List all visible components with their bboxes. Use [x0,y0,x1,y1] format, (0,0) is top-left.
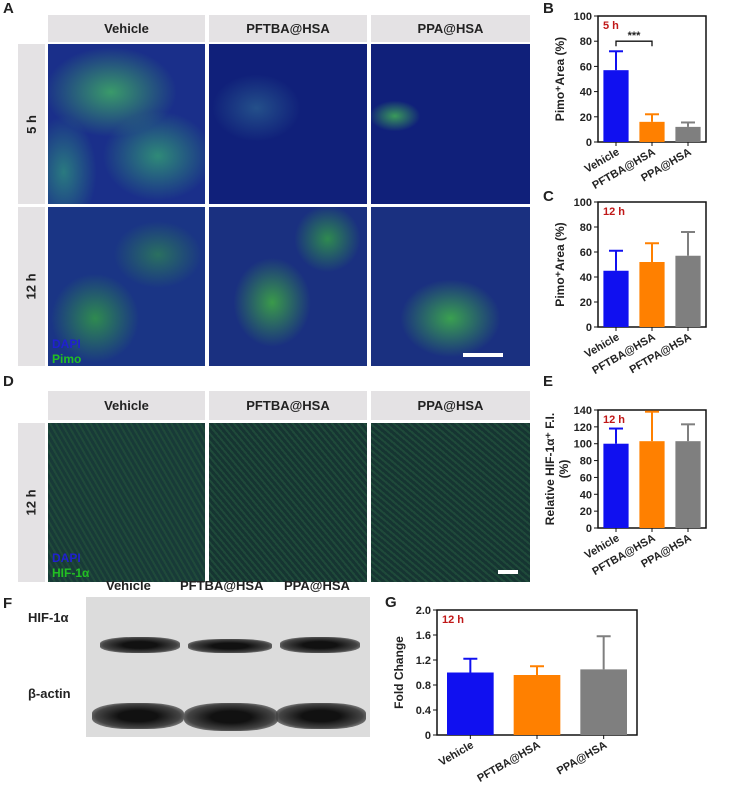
bar-pftbahsa [639,262,665,327]
y-axis-label: Relative HIF-1α⁺ F.I. [543,413,557,525]
y-tick-label: 0 [586,137,592,149]
micrograph-pftba-hif [209,423,367,582]
band-actin-ppa [276,703,366,729]
blot-col-pftba: PFTBA@HSA [180,578,264,593]
scale-bar [463,353,503,357]
header-vehicle: Vehicle [48,15,205,42]
significance-bracket [615,40,653,47]
header-pftba: PFTBA@HSA [209,15,367,42]
panel-label-f: F [3,595,13,612]
panel-label-e: E [543,373,554,390]
blot-col-ppa: PPA@HSA [284,578,350,593]
y-tick-label: 20 [580,506,592,518]
blot-row-hif: HIF-1α [28,610,69,625]
blot-col-vehicle: Vehicle [106,578,151,593]
y-tick-label: 60 [580,61,592,73]
y-tick-label: 80 [580,456,592,468]
y-tick-label: 20 [580,297,592,309]
panel-label-d: D [3,373,14,390]
row-label-5h: 5 h [18,44,45,204]
y-tick-label: 80 [580,222,592,234]
y-axis-label: Pimo⁺Area (%) [553,222,567,306]
time-tag: 12 h [442,614,464,626]
western-blot [86,597,370,737]
y-tick-label: 0.4 [416,705,432,717]
micrograph-ppa-hif [371,423,530,582]
header-vehicle: Vehicle [48,391,205,420]
micrograph-vehicle-5h [48,44,205,204]
bar-vehicle [603,70,629,142]
header-ppa: PPA@HSA [371,15,530,42]
micrograph-ppa-5h [371,44,530,204]
panel-label-a: A [3,0,14,17]
bar-pftpahsa [675,255,701,327]
micrograph-vehicle-12h [48,207,205,366]
legend-dapi: DAPI [52,551,81,565]
y-tick-label: 100 [574,197,592,209]
legend-dapi: DAPI [52,337,81,351]
y-axis-label: Fold Change [392,636,406,709]
panel-label-c: C [543,188,554,205]
y-tick-label: 0 [586,322,592,334]
y-tick-label: 0 [425,730,431,742]
header-ppa: PPA@HSA [371,391,530,420]
y-tick-label: 80 [580,36,592,48]
y-tick-label: 120 [574,422,592,434]
y-tick-label: 1.2 [416,655,431,667]
y-tick-label: 140 [574,405,592,417]
y-tick-label: 20 [580,112,592,124]
y-tick-label: 40 [580,272,592,284]
y-tick-label: 2.0 [416,605,431,617]
legend-pimo: Pimo [52,352,82,366]
y-tick-label: 100 [574,439,592,451]
header-pftba: PFTBA@HSA [209,391,367,420]
bar-ppahsa [675,441,701,528]
bar-ppahsa [675,126,701,142]
blot-row-actin: β-actin [28,686,71,701]
y-tick-label: 60 [580,247,592,259]
panel-label-g: G [385,594,397,611]
bar-pftbahsa [639,121,665,142]
y-tick-label: 60 [580,472,592,484]
band-actin-vehicle [92,703,184,729]
scale-bar [498,570,518,574]
bar-pftbahsa [513,675,561,735]
time-tag: 12 h [603,206,625,218]
panel-label-b: B [543,0,554,17]
row-label-12h: 12 h [18,423,45,582]
x-tick-label: Vehicle [437,739,476,768]
y-axis-label-unit: (%) [557,460,571,479]
y-tick-label: 0 [586,523,592,535]
bar-vehicle [447,672,494,735]
bar-vehicle [603,270,629,327]
y-tick-label: 40 [580,87,592,99]
y-tick-label: 1.6 [416,630,431,642]
bar-vehicle [603,443,629,528]
band-hif-ppa [280,637,360,653]
band-actin-pftba [184,703,278,731]
time-tag: 12 h [603,414,625,426]
row-label-12h: 12 h [18,207,45,366]
band-hif-pftba [188,639,272,653]
band-hif-vehicle [100,637,180,653]
y-tick-label: 0.8 [416,680,431,692]
x-tick-label: PPA@HSA [555,739,609,777]
x-tick-label: PFTPA@HSA [628,331,694,376]
x-tick-label: PFTBA@HSA [475,739,542,785]
micrograph-pftba-12h [209,207,367,366]
y-tick-label: 100 [574,11,592,23]
bar-ppahsa [580,669,627,735]
time-tag: 5 h [603,20,619,32]
y-axis-label: Pimo⁺Area (%) [553,37,567,121]
micrograph-vehicle-hif [48,423,205,582]
micrograph-pftba-5h [209,44,367,204]
y-tick-label: 40 [580,489,592,501]
legend-hif: HIF-1α [52,566,90,580]
significance-label: *** [628,30,642,42]
micrograph-ppa-12h [371,207,530,366]
bar-pftbahsa [639,441,665,528]
